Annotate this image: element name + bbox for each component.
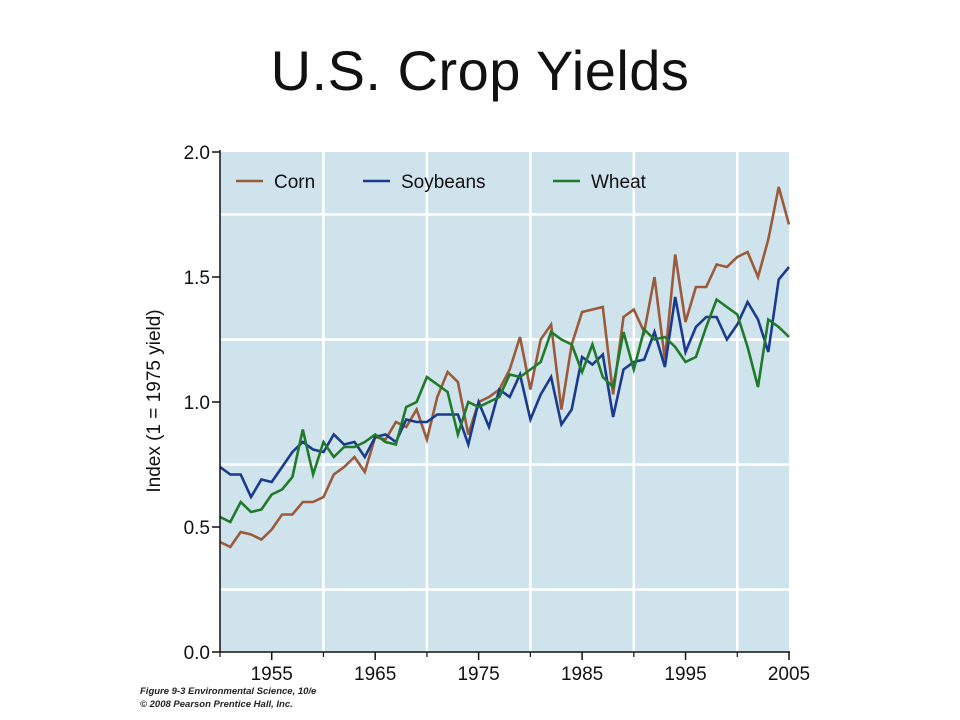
legend: Corn Soybeans Wheat xyxy=(236,172,647,193)
y-axis-title: Index (1 = 1975 yield) xyxy=(144,309,165,492)
x-tick-label: 1975 xyxy=(457,664,499,685)
y-axis-ticks: 0.0 0.5 1.0 1.5 2.0 xyxy=(184,143,220,664)
figure-caption: Figure 9-3 Environmental Science, 10/e xyxy=(140,686,317,697)
x-tick-label: 1995 xyxy=(664,664,706,685)
legend-label-soybeans: Soybeans xyxy=(401,172,486,193)
x-axis-ticks: 1955 1965 1975 1985 1995 2005 xyxy=(219,652,810,685)
y-tick-label: 1.0 xyxy=(184,393,210,414)
y-tick-label: 2.0 xyxy=(184,143,210,164)
y-tick-label: 0.5 xyxy=(184,518,210,539)
legend-label-corn: Corn xyxy=(274,172,315,193)
axes xyxy=(219,150,790,653)
series-line-corn xyxy=(219,186,791,549)
legend-label-wheat: Wheat xyxy=(591,172,647,193)
plot-background xyxy=(220,152,789,652)
y-tick-label: 1.5 xyxy=(184,268,210,289)
series-line-wheat xyxy=(219,297,790,524)
slide-title: U.S. Crop Yields xyxy=(270,39,690,102)
x-tick-label: 1955 xyxy=(251,664,293,685)
series-lines xyxy=(219,186,791,549)
grid xyxy=(220,152,789,652)
series-line-soybeans xyxy=(219,266,791,500)
copyright-caption: © 2008 Pearson Prentice Hall, Inc. xyxy=(140,699,293,710)
x-tick-label: 1985 xyxy=(561,664,603,685)
plot-area xyxy=(220,152,789,652)
y-tick-label: 0.0 xyxy=(184,643,210,664)
x-tick-label: 1965 xyxy=(354,664,396,685)
x-tick-label: 2005 xyxy=(768,664,810,685)
